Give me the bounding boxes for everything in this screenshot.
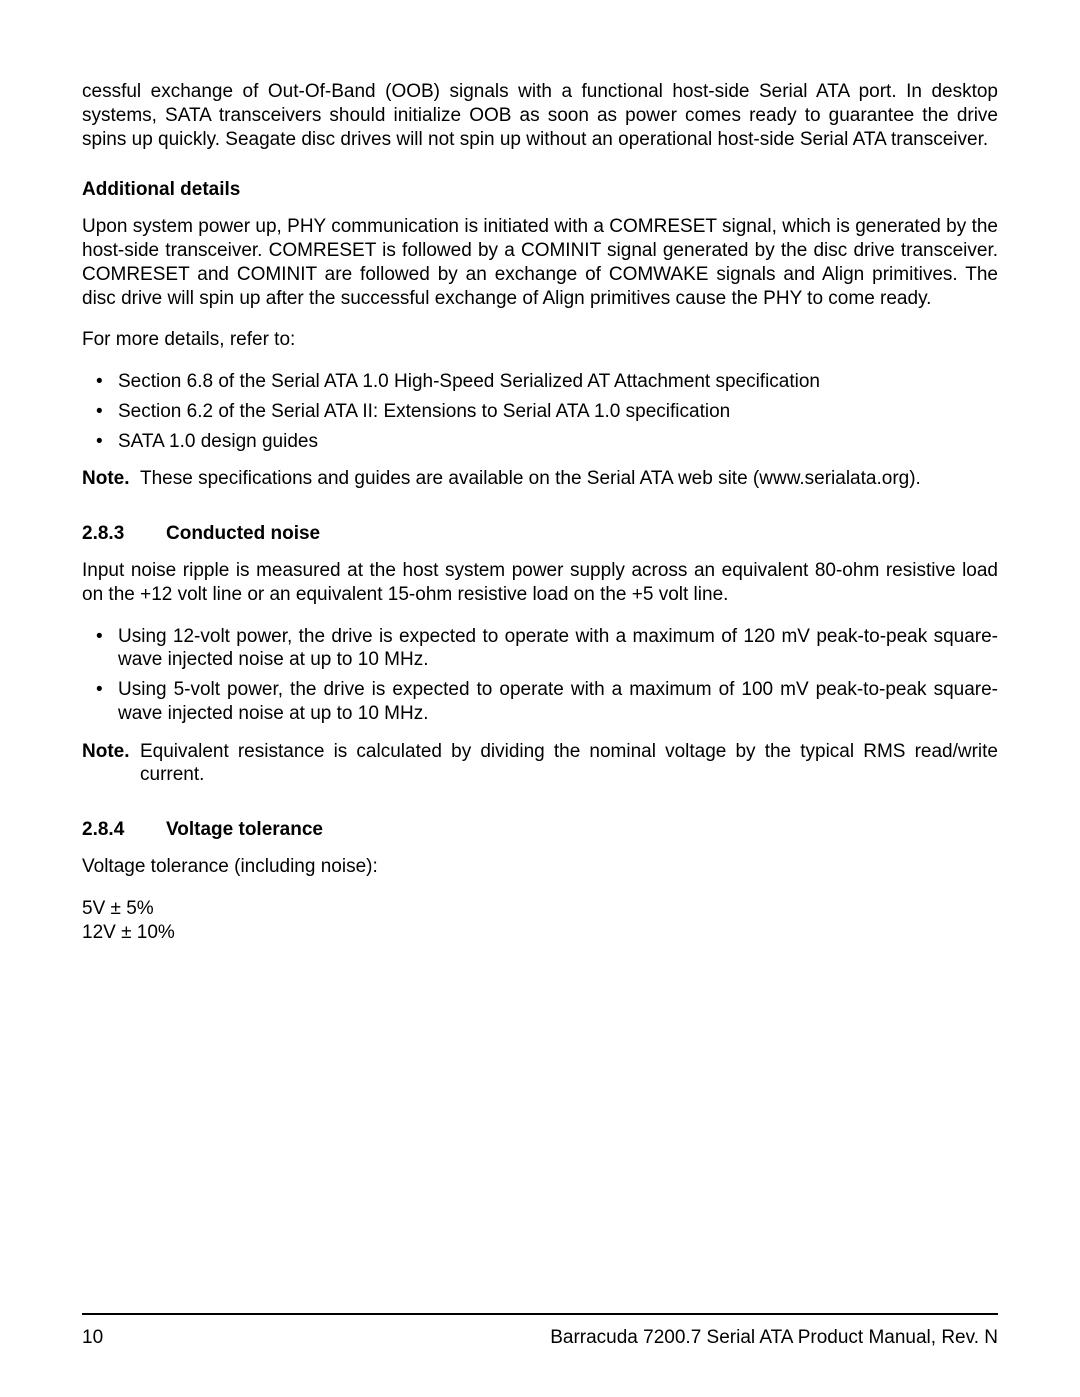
note-label: Note. [82, 740, 140, 788]
more-details-intro: For more details, refer to: [82, 328, 998, 352]
note-label: Note. [82, 467, 140, 491]
footer-line: 10 Barracuda 7200.7 Serial ATA Product M… [82, 1327, 998, 1349]
list-item: Using 12-volt power, the drive is expect… [96, 625, 998, 673]
list-item: Section 6.8 of the Serial ATA 1.0 High-S… [96, 370, 998, 394]
section-2-8-3-paragraph: Input noise ripple is measured at the ho… [82, 559, 998, 607]
list-item: Section 6.2 of the Serial ATA II: Extens… [96, 400, 998, 424]
section-title: Voltage tolerance [166, 819, 323, 841]
footer-title: Barracuda 7200.7 Serial ATA Product Manu… [550, 1327, 998, 1349]
section-2-8-4-paragraph: Voltage tolerance (including noise): [82, 855, 998, 879]
note-body: Equivalent resistance is calculated by d… [140, 740, 998, 788]
footer-page-number: 10 [82, 1327, 103, 1349]
page: cessful exchange of Out-Of-Band (OOB) si… [0, 0, 1080, 1397]
page-footer: 10 Barracuda 7200.7 Serial ATA Product M… [82, 1313, 998, 1349]
tolerance-5v: 5V ± 5% [82, 897, 998, 921]
note-body: These specifications and guides are avai… [140, 467, 998, 491]
list-item: SATA 1.0 design guides [96, 430, 998, 454]
section-title: Conducted noise [166, 523, 320, 545]
note-2: Note. Equivalent resistance is calculate… [82, 740, 998, 788]
additional-details-paragraph: Upon system power up, PHY communication … [82, 215, 998, 310]
note-1: Note. These specifications and guides ar… [82, 467, 998, 491]
list-item: Using 5-volt power, the drive is expecte… [96, 678, 998, 726]
tolerance-12v: 12V ± 10% [82, 921, 998, 945]
footer-rule [82, 1313, 998, 1315]
section-number: 2.8.3 [82, 523, 166, 545]
section-2-8-4-heading: 2.8.4 Voltage tolerance [82, 819, 998, 841]
section-2-8-3-heading: 2.8.3 Conducted noise [82, 523, 998, 545]
section-2-8-3-list: Using 12-volt power, the drive is expect… [82, 625, 998, 726]
more-details-list: Section 6.8 of the Serial ATA 1.0 High-S… [82, 370, 998, 453]
section-number: 2.8.4 [82, 819, 166, 841]
additional-details-heading: Additional details [82, 179, 998, 201]
intro-paragraph: cessful exchange of Out-Of-Band (OOB) si… [82, 80, 998, 151]
